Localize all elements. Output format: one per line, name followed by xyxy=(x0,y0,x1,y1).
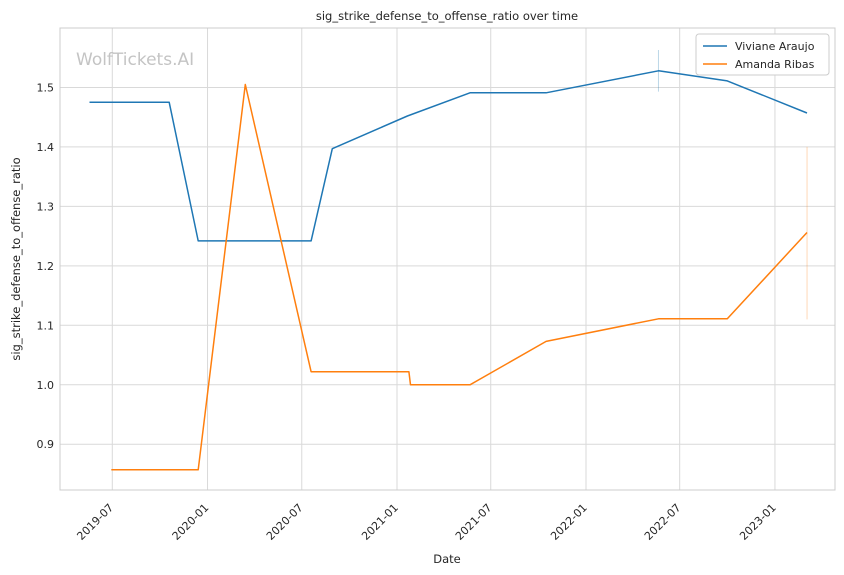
series-lines xyxy=(89,70,808,471)
series-line-viviane-araujo xyxy=(89,70,808,242)
chart-title: sig_strike_defense_to_offense_ratio over… xyxy=(316,9,578,23)
watermark-text: WolfTickets.AI xyxy=(76,50,194,70)
y-tick-label: 1.3 xyxy=(37,200,55,213)
y-tick-labels: 0.9 1.0 1.1 1.2 1.3 1.4 1.5 xyxy=(37,81,55,451)
series-line-amanda-ribas xyxy=(111,83,808,471)
legend: Viviane Araujo Amanda Ribas xyxy=(695,33,830,76)
y-tick-label: 1.5 xyxy=(37,81,55,94)
y-tick-label: 1.2 xyxy=(37,260,55,273)
plot-frame xyxy=(59,27,836,491)
grid xyxy=(60,28,835,490)
legend-entry: Viviane Araujo xyxy=(735,40,815,53)
legend-box xyxy=(695,33,830,76)
legend-entry: Amanda Ribas xyxy=(735,58,815,71)
y-tick-label: 1.0 xyxy=(37,379,55,392)
y-tick-label: 1.4 xyxy=(37,141,55,154)
x-axis-label: Date xyxy=(433,552,461,566)
y-tick-label: 0.9 xyxy=(37,438,55,451)
y-axis-label: sig_strike_defense_to_offense_ratio xyxy=(9,157,23,360)
y-tick-label: 1.1 xyxy=(37,319,55,332)
